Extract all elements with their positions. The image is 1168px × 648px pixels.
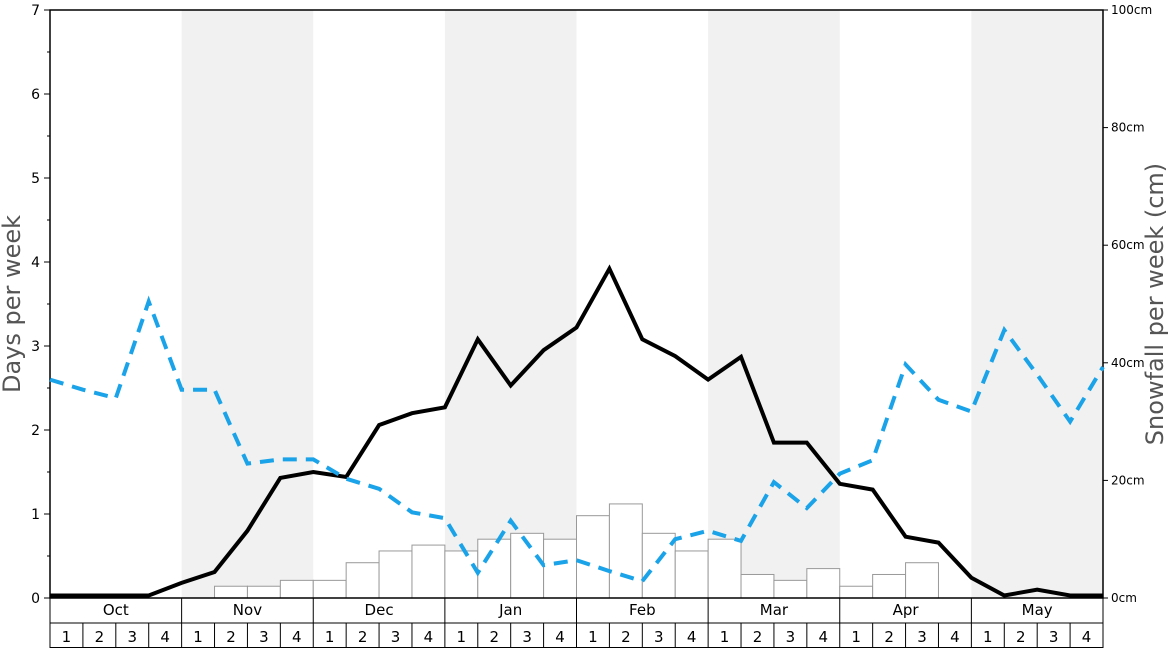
shade-may [971, 10, 1103, 598]
snowfall-bar [806, 568, 841, 599]
snowfall-bar [674, 550, 709, 599]
snowfall-bar [905, 562, 939, 599]
week-label: 1 [851, 628, 861, 646]
week-label: 2 [753, 628, 763, 646]
snowfall-bar [707, 538, 742, 599]
week-label: 1 [720, 628, 730, 646]
month-label: Apr [893, 601, 920, 619]
snowfall-bar [279, 579, 314, 599]
week-label: 3 [522, 628, 532, 646]
left-tick-label: 1 [31, 507, 40, 523]
month-label: Nov [233, 601, 262, 619]
month-label: May [1022, 601, 1053, 619]
snowfall-bars [214, 503, 939, 599]
week-label: 3 [259, 628, 269, 646]
left-axis: 0 1 2 3 4 5 6 7 [31, 3, 50, 607]
month-label: Feb [629, 601, 656, 619]
week-label: 3 [786, 628, 796, 646]
right-tick-label: 80cm [1111, 121, 1145, 135]
snowfall-bar [444, 550, 479, 599]
month-label: Oct [103, 601, 129, 619]
week-label: 4 [819, 628, 829, 646]
snowfall-bar [477, 538, 512, 599]
week-label: 3 [917, 628, 927, 646]
week-label: 4 [160, 628, 170, 646]
week-label: 2 [489, 628, 499, 646]
week-label: 4 [424, 628, 434, 646]
snowfall-bar [576, 515, 610, 599]
snowfall-bar [312, 579, 347, 599]
week-label: 4 [687, 628, 697, 646]
week-label: 4 [950, 628, 960, 646]
left-tick-label: 7 [31, 3, 40, 19]
week-label: 2 [226, 628, 236, 646]
right-axis-title: Snowfall per week (cm) [1141, 163, 1168, 445]
snowfall-bar [608, 503, 643, 599]
week-label: 4 [1082, 628, 1092, 646]
right-axis: 0cm 20cm 40cm 60cm 80cm 100cm [1103, 3, 1152, 605]
snowfall-bar [378, 550, 413, 599]
right-tick-label: 60cm [1111, 238, 1145, 252]
right-tick-label: 0cm [1111, 591, 1137, 605]
left-tick-label: 0 [31, 591, 40, 607]
dashed-line [49, 295, 1105, 584]
left-tick-label: 4 [31, 255, 40, 271]
calendar-axis: Oct 1 2 3 4 Nov 1 2 3 4 Dec 1 2 3 4 Jan 1 2 3 4 Feb 1 2 3 4 Mar 1 2… [49, 598, 1104, 648]
snowfall-bar [345, 562, 380, 599]
week-label: 4 [292, 628, 302, 646]
snowfall-bar [740, 573, 775, 599]
left-tick-label: 5 [31, 171, 40, 187]
week-label: 2 [621, 628, 631, 646]
week-label: 3 [127, 628, 137, 646]
snowfall-bar [510, 532, 545, 599]
snowfall-bar [246, 585, 281, 599]
left-tick-label: 6 [31, 87, 40, 103]
shade-jan [444, 10, 577, 598]
week-label: 2 [884, 628, 894, 646]
week-label: 3 [1049, 628, 1059, 646]
left-tick-label: 3 [31, 339, 40, 355]
snow-days-line [50, 264, 1103, 598]
shade-mar [708, 10, 840, 598]
week-label: 1 [62, 628, 72, 646]
left-axis-title: Days per week [0, 215, 26, 393]
snowfall-bar [839, 585, 874, 599]
week-label: 2 [358, 628, 368, 646]
shade-nov [181, 10, 314, 598]
snowfall-bar [872, 573, 907, 599]
month-label: Dec [365, 601, 394, 619]
week-label: 1 [325, 628, 335, 646]
week-label: 1 [457, 628, 467, 646]
month-label: Jan [498, 601, 522, 619]
series-lines [49, 264, 1105, 598]
week-label: 2 [1016, 628, 1026, 646]
month-label: Mar [760, 601, 789, 619]
snowfall-bar [411, 544, 446, 599]
snowfall-bar [543, 538, 577, 599]
week-label: 3 [654, 628, 664, 646]
week-label: 1 [588, 628, 598, 646]
week-label: 2 [95, 628, 105, 646]
week-label: 1 [983, 628, 993, 646]
snowfall-bar [214, 585, 248, 599]
week-label: 1 [193, 628, 203, 646]
right-tick-label: 100cm [1111, 3, 1152, 17]
week-label: 3 [391, 628, 401, 646]
snowfall-bar [773, 579, 808, 599]
right-tick-label: 20cm [1111, 473, 1145, 487]
right-tick-label: 40cm [1111, 356, 1145, 370]
month-shading [181, 10, 1103, 598]
left-tick-label: 2 [31, 423, 40, 439]
week-label: 4 [555, 628, 565, 646]
